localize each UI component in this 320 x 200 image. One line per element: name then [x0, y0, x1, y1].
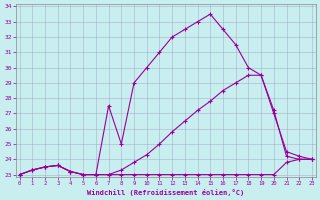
X-axis label: Windchill (Refroidissement éolien,°C): Windchill (Refroidissement éolien,°C) [87, 189, 244, 196]
